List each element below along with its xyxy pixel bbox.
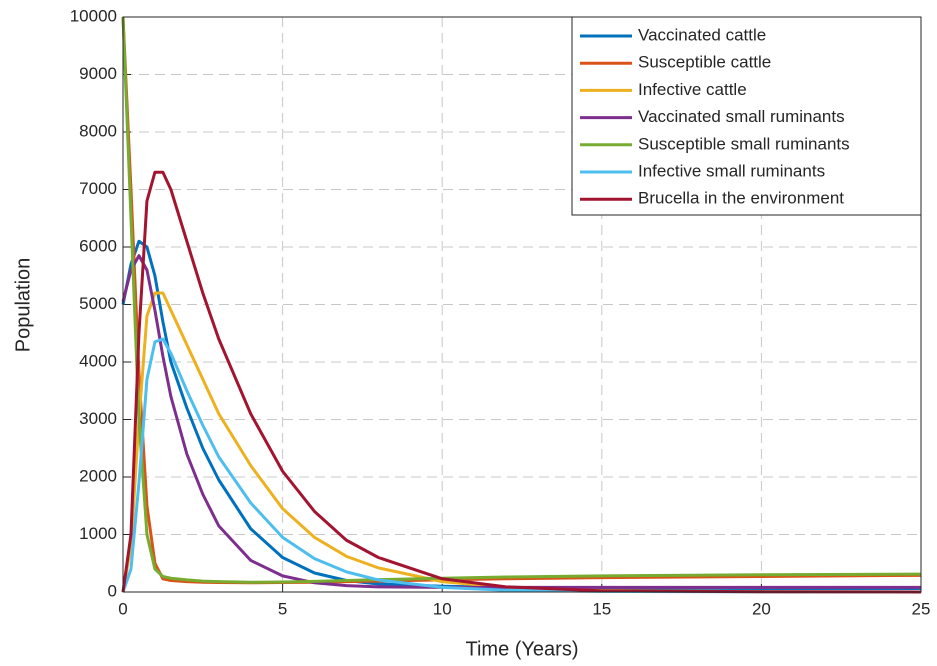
- y-axis-label: Population: [12, 258, 34, 353]
- legend-label: Infective small ruminants: [638, 161, 825, 180]
- line-series: [121, 254, 921, 589]
- x-axis-label: Time (Years): [466, 638, 579, 660]
- y-tick-label: 3000: [79, 409, 117, 428]
- y-tick-label: 2000: [79, 466, 117, 485]
- legend-label: Vaccinated small ruminants: [638, 107, 845, 126]
- legend-label: Susceptible small ruminants: [638, 134, 850, 153]
- y-tick-label: 0: [108, 581, 117, 600]
- line-series: [121, 16, 922, 584]
- legend-label: Susceptible cattle: [638, 53, 771, 72]
- x-tick-label: 25: [912, 599, 931, 618]
- legend-box: [571, 16, 922, 216]
- y-tick-label: 1000: [79, 524, 117, 543]
- axes-box: [122, 16, 922, 593]
- y-tick-label: 9000: [79, 64, 117, 83]
- y-tick-label: 8000: [79, 121, 117, 140]
- line-series: [121, 170, 922, 594]
- y-tick-label: 7000: [79, 179, 117, 198]
- x-tick-label: 0: [118, 599, 127, 618]
- x-tick-label: 5: [278, 599, 287, 618]
- x-tick-label: 20: [752, 599, 771, 618]
- x-tick-label: 15: [592, 599, 611, 618]
- y-tick-label: 4000: [79, 351, 117, 370]
- line-series: [121, 337, 922, 594]
- legend: Vaccinated cattle Susceptible cattle Infec…: [571, 16, 922, 216]
- y-tick-label: 10000: [70, 6, 117, 25]
- legend-label: Infective cattle: [638, 80, 747, 99]
- x-tick-label: 10: [433, 599, 452, 618]
- y-tick-label: 6000: [79, 236, 117, 255]
- y-tick-label: 5000: [79, 294, 117, 313]
- legend-label: Brucella in the environment: [638, 189, 844, 208]
- legend-label: Vaccinated cattle: [638, 25, 766, 44]
